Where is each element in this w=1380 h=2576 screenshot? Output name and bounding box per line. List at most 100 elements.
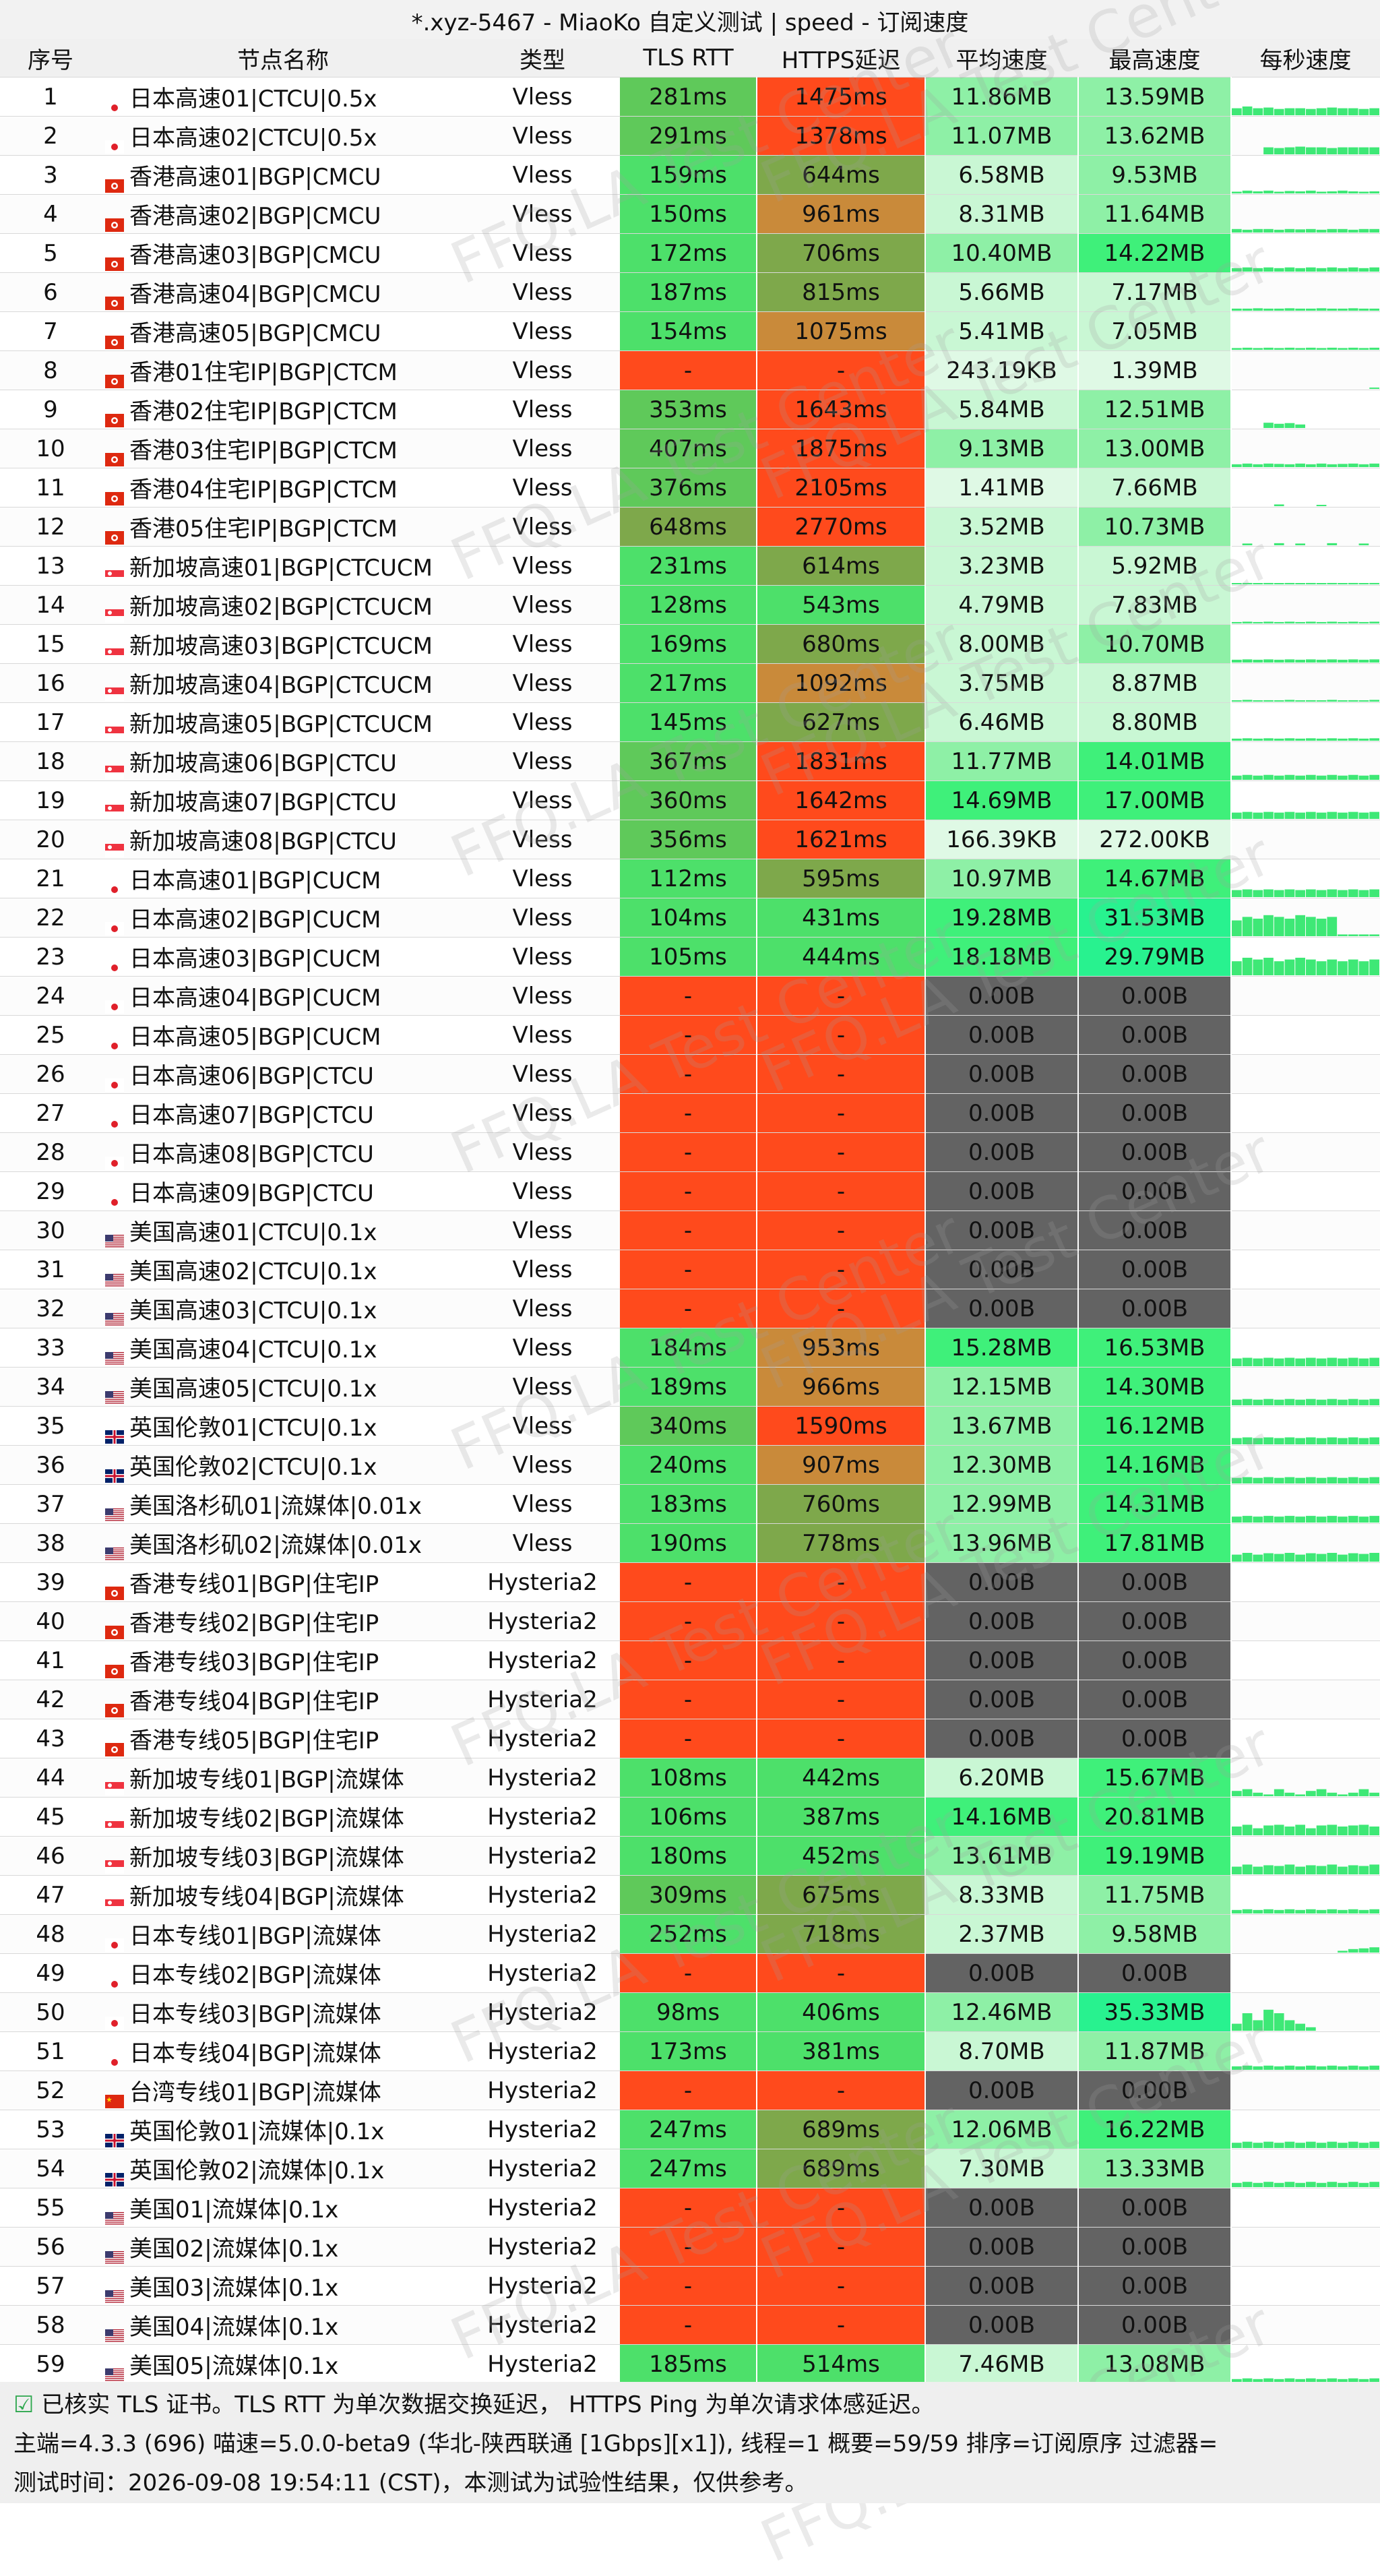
table-row: 28 日本高速08|BGP|CTCU Vless - -0.00B 0.00B [0, 1132, 1380, 1172]
hong-kong-flag-icon [105, 524, 124, 545]
sparkline-bar [1358, 1948, 1369, 1953]
table-row: 15 新加坡高速03|BGP|CTCUCM Vless 169ms 680ms 8.00M… [0, 624, 1380, 664]
node-name: 香港02住宅IP|BGP|CTCM [101, 390, 465, 429]
sparkline-bar [1284, 1553, 1295, 1562]
sparkline-bar [1358, 583, 1369, 584]
sparkline-bar [1242, 106, 1253, 115]
sparkline-bar [1348, 959, 1358, 975]
row-index: 32 [0, 1289, 101, 1328]
tls-rtt: 247ms [620, 2149, 757, 2188]
table-row: 59 美国05|流媒体|0.1x Hysteria2 185ms 514ms 7.46MB… [0, 2344, 1380, 2384]
row-index: 1 [0, 77, 101, 117]
avg-speed: 18.18MB [925, 937, 1079, 977]
sparkline-bar [1253, 621, 1263, 623]
sparkline-bar [1316, 229, 1327, 233]
sparkline-bar [1284, 308, 1295, 311]
sparkline-bar [1306, 2378, 1316, 2383]
node-name-label: 日本专线04|BGP|流媒体 [129, 2040, 381, 2067]
tls-rtt: 240ms [620, 1445, 757, 1485]
sparkline-bar [1369, 1827, 1379, 1835]
https-delay: 1621ms [757, 820, 926, 859]
sparkline-bar [1316, 1477, 1327, 1483]
per-second-speed [1231, 1836, 1380, 1876]
sparkline-bar [1327, 2182, 1338, 2187]
sparkline-bar [1263, 190, 1274, 193]
sparkline-bar [1338, 1794, 1348, 1796]
node-name-label: 香港02住宅IP|BGP|CTCM [129, 398, 398, 425]
node-type: Vless [465, 1250, 620, 1289]
per-second-speed [1231, 1797, 1380, 1837]
https-delay: 644ms [757, 155, 926, 195]
sparkline-bar [1274, 543, 1284, 545]
hong-kong-flag-icon [105, 250, 124, 271]
https-delay: 2105ms [757, 468, 926, 508]
sparkline-bar [1253, 1438, 1263, 1444]
sparkline-bar [1316, 621, 1327, 623]
footer-line-test-time: 测试时间：2026-09-08 19:54:11 (CST)，本测试为试验性结果… [13, 2470, 808, 2496]
tls-rtt: 185ms [620, 2344, 757, 2384]
row-index: 6 [0, 272, 101, 312]
row-index: 3 [0, 155, 101, 195]
uk-flag-icon [105, 1462, 124, 1483]
avg-speed: 11.86MB [925, 77, 1079, 117]
speed-sparkline [1232, 1134, 1380, 1171]
sparkline-bar [1327, 308, 1338, 311]
sparkline-bar [1316, 2182, 1327, 2187]
node-name: 英国伦敦01|流媒体|0.1x [101, 2110, 465, 2149]
table-row: 19 新加坡高速07|BGP|CTCU Vless 360ms 1642ms 14.69M… [0, 780, 1380, 820]
hong-kong-flag-icon [105, 1579, 124, 1600]
node-name-label: 香港高速05|BGP|CMCU [129, 320, 381, 347]
sparkline-bar [1327, 1399, 1338, 1405]
sparkline-bar [1242, 2182, 1253, 2187]
japan-flag-icon [105, 2009, 124, 2030]
table-row: 42 香港专线04|BGP|住宅IP Hysteria2- -0.00B 0.00B [0, 1680, 1380, 1719]
node-name: 香港专线05|BGP|住宅IP [101, 1719, 465, 1758]
sparkline-bar [1232, 659, 1242, 663]
node-name: 香港高速05|BGP|CMCU [101, 311, 465, 351]
tls-note-text: 已核实 TLS 证书。TLS RTT 为单次数据交换延迟， HTTPS Ping… [41, 2391, 935, 2418]
tls-rtt: 356ms [620, 820, 757, 859]
sparkline-bar [1242, 463, 1253, 467]
speed-sparkline [1232, 889, 1379, 897]
https-delay: 431ms [757, 898, 926, 938]
sparkline-bar [1242, 1477, 1253, 1483]
max-speed: 0.00B [1078, 2227, 1232, 2267]
sparkline-bar [1253, 738, 1263, 741]
tls-rtt: 231ms [620, 546, 757, 586]
table-row: 10 香港03住宅IP|BGP|CTCM Vless 407ms 1875ms 9.13M… [0, 429, 1380, 468]
per-second-speed [1231, 1132, 1380, 1172]
row-index: 56 [0, 2227, 101, 2267]
sparkline-bar [1306, 1437, 1316, 1444]
https-delay: - [757, 1054, 926, 1094]
node-name-label: 香港高速03|BGP|CMCU [129, 242, 381, 269]
tls-rtt: 648ms [620, 507, 757, 547]
node-name: 新加坡高速04|BGP|CTCUCM [101, 663, 465, 703]
japan-flag-icon [105, 1970, 124, 1991]
sparkline-bar [1274, 464, 1284, 467]
https-delay: 614ms [757, 546, 926, 586]
sparkline-bar [1306, 109, 1316, 115]
sparkline-bar [1316, 1399, 1327, 1405]
row-index: 10 [0, 429, 101, 468]
speed-sparkline [1232, 700, 1379, 702]
avg-speed: 14.16MB [925, 1797, 1079, 1837]
sparkline-bar [1263, 228, 1274, 233]
node-name: 日本高速05|BGP|CUCM [101, 1015, 465, 1055]
max-speed: 11.87MB [1078, 2031, 1232, 2071]
node-type: Vless [465, 624, 620, 664]
sparkline-bar [1274, 2143, 1284, 2148]
node-name-label: 日本高速05|BGP|CUCM [129, 1024, 381, 1051]
sparkline-bar [1358, 1554, 1369, 1562]
sparkline-bar [1295, 700, 1305, 702]
sparkline-bar [1242, 2141, 1253, 2148]
node-name: 日本高速08|BGP|CTCU [101, 1132, 465, 1172]
speed-sparkline [1232, 1212, 1380, 1249]
per-second-speed [1231, 741, 1380, 781]
speed-sparkline [1232, 1642, 1380, 1679]
sparkline-bar [1306, 621, 1316, 623]
sparkline-bar [1232, 890, 1242, 897]
usa-flag-icon [105, 2361, 124, 2381]
tls-rtt: - [620, 2266, 757, 2306]
sparkline-bar [1358, 109, 1369, 115]
speed-sparkline [1232, 1955, 1380, 1992]
